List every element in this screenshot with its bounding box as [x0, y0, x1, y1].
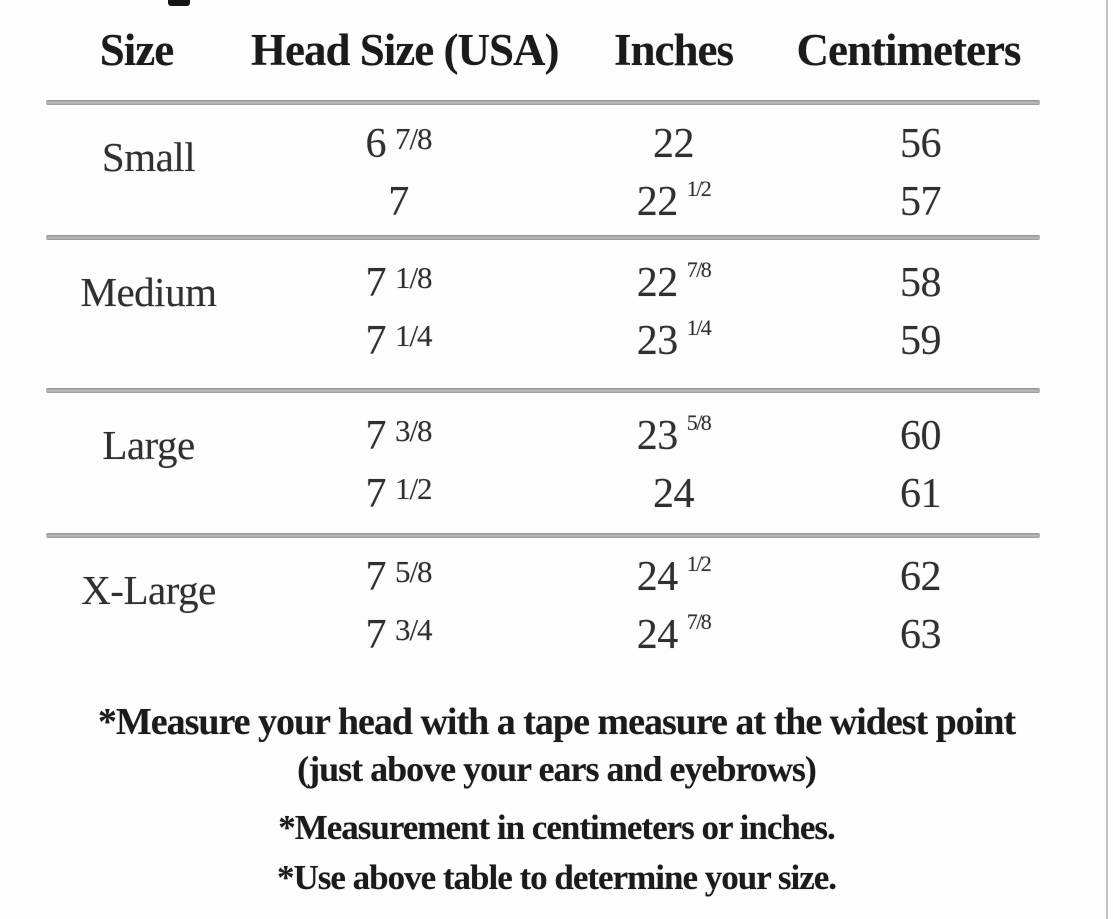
head-size-value: 7 3/4	[251, 606, 546, 664]
head-size-value: 7 5/8	[251, 548, 546, 606]
inches-whole: 22	[653, 121, 695, 167]
inches-whole: 23	[636, 413, 679, 459]
inches-value: 24 1/2	[546, 548, 801, 606]
size-label: X-Large	[81, 567, 216, 613]
table-divider	[46, 388, 1040, 393]
column-header-head-size: Head Size (USA)	[251, 25, 559, 75]
size-label: Medium	[80, 269, 217, 315]
centimeters-value: 63	[900, 612, 942, 658]
head-size-value: 7 1/2	[251, 465, 546, 523]
head-whole: 7	[365, 413, 386, 459]
head-whole: 7	[388, 179, 409, 225]
head-fraction: 1/4	[394, 318, 433, 353]
inches-whole: 24	[653, 471, 695, 517]
inches-value: 23 1/4	[546, 312, 801, 370]
inches-value: 24 7/8	[546, 606, 801, 664]
head-fraction: 5/8	[394, 554, 433, 589]
inches-fraction: 7/8	[686, 257, 712, 282]
footnote-measure-line2: (just above your ears and eyebrows)	[297, 749, 817, 789]
centimeters-column-values: 56 57	[801, 105, 1040, 235]
head-size-column-values: 7 5/8 7 3/4	[251, 538, 546, 678]
head-size-value: 7 1/4	[251, 312, 546, 370]
inches-whole: 23	[636, 318, 679, 364]
centimeters-column-values: 60 61	[801, 393, 1040, 533]
inches-whole: 22	[636, 260, 679, 306]
column-header-size: Size	[99, 25, 174, 75]
inches-value: 23 5/8	[546, 407, 801, 465]
inches-column-values: 24 1/2 24 7/8	[546, 538, 801, 678]
inches-column-values: 23 5/8 24	[546, 393, 801, 533]
cropped-text-artifact	[168, 0, 190, 6]
centimeters-value: 59	[900, 318, 942, 364]
head-whole: 7	[365, 554, 386, 600]
centimeters-value: 57	[900, 179, 942, 225]
table-group-medium: Medium 7 1/8 7 1/4 22 7/8 23 1/4 58 59	[46, 240, 1040, 388]
inches-fraction: 7/8	[686, 609, 712, 634]
centimeters-value: 61	[900, 471, 942, 517]
size-label: Small	[101, 134, 196, 180]
table-divider	[46, 533, 1040, 538]
hat-size-table: Size Head Size (USA) Inches Centimeters …	[46, 0, 1040, 678]
inches-fraction: 1/4	[686, 315, 712, 340]
footnote-measure-line1: *Measure your head with a tape measure a…	[97, 701, 1016, 743]
head-size-value: 7 1/8	[251, 254, 546, 312]
size-label: Large	[102, 422, 195, 468]
head-whole: 6	[365, 121, 386, 167]
inches-whole: 24	[636, 554, 679, 600]
centimeters-value: 56	[900, 121, 942, 167]
inches-fraction: 1/2	[686, 176, 712, 201]
table-divider	[46, 235, 1040, 240]
inches-fraction: 1/2	[686, 551, 712, 576]
inches-fraction: 5/8	[686, 410, 712, 435]
head-size-value: 7 3/8	[251, 407, 546, 465]
inches-value: 22 1/2	[546, 173, 801, 231]
head-whole: 7	[365, 318, 386, 364]
head-fraction: 1/2	[394, 471, 433, 506]
inches-whole: 22	[636, 179, 679, 225]
inches-value: 24	[546, 465, 801, 523]
column-header-inches: Inches	[613, 25, 734, 75]
centimeters-column-values: 58 59	[801, 240, 1040, 388]
column-header-centimeters: Centimeters	[796, 25, 1022, 75]
table-divider	[46, 100, 1040, 105]
centimeters-value: 62	[900, 554, 942, 600]
head-fraction: 7/8	[394, 121, 433, 156]
head-whole: 7	[365, 471, 386, 517]
head-size-column-values: 7 3/8 7 1/2	[251, 393, 546, 533]
head-fraction: 3/8	[394, 413, 433, 448]
scan-edge-line	[1106, 0, 1108, 919]
head-size-column-values: 7 1/8 7 1/4	[251, 240, 546, 388]
footnote-units: *Measurement in centimeters or inches.	[278, 808, 836, 847]
table-group-xlarge: X-Large 7 5/8 7 3/4 24 1/2 24 7/8 62 63	[46, 538, 1040, 678]
footnote-usage: *Use above table to determine your size.	[276, 858, 837, 897]
centimeters-value: 58	[900, 260, 942, 306]
inches-value: 22 7/8	[546, 254, 801, 312]
inches-column-values: 22 7/8 23 1/4	[546, 240, 801, 388]
head-size-value: 6 7/8	[251, 115, 546, 173]
head-fraction: 1/8	[394, 260, 433, 295]
head-size-column-values: 6 7/8 7	[251, 105, 546, 235]
inches-value: 22	[546, 115, 801, 173]
centimeters-value: 60	[900, 413, 942, 459]
head-whole: 7	[365, 612, 386, 658]
table-group-small: Small 6 7/8 7 22 22 1/2 56 57	[46, 105, 1040, 235]
table-header-row: Size Head Size (USA) Inches Centimeters	[46, 0, 1040, 100]
centimeters-column-values: 62 63	[801, 538, 1040, 678]
table-group-large: Large 7 3/8 7 1/2 23 5/8 24 60 61	[46, 393, 1040, 533]
inches-column-values: 22 22 1/2	[546, 105, 801, 235]
head-whole: 7	[365, 260, 386, 306]
head-fraction: 3/4	[394, 612, 433, 647]
inches-whole: 24	[636, 612, 679, 658]
head-size-value: 7	[251, 173, 546, 231]
